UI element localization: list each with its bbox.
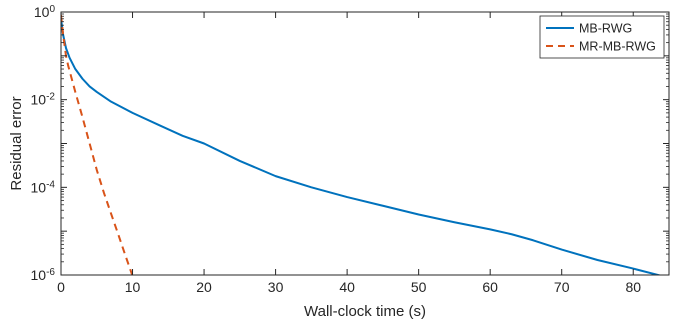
legend-label-1: MB-RWG — [579, 22, 632, 36]
x-tick-label: 80 — [625, 279, 641, 295]
legend: MB-RWG MR-MB-RWG — [539, 15, 665, 59]
x-tick-label: 50 — [411, 279, 427, 295]
x-tick-label: 30 — [268, 279, 284, 295]
y-tick-label: 100 — [34, 4, 56, 21]
legend-label-2: MR-MB-RWG — [579, 40, 656, 54]
x-tick-label: 20 — [196, 279, 212, 295]
x-tick-label: 10 — [125, 279, 141, 295]
x-tick-label: 0 — [57, 279, 65, 295]
y-axis-label: Residual error — [8, 96, 25, 190]
x-tick-label: 40 — [339, 279, 355, 295]
x-tick-label: 70 — [554, 279, 570, 295]
series-line-2 — [61, 14, 134, 275]
series-line-1 — [61, 18, 663, 275]
legend-box — [539, 15, 665, 59]
x-axis-label: Wall-clock time (s) — [304, 303, 426, 320]
axes: 0 10 20 30 40 50 60 70 80 100 10-2 10-4 10-6 — [31, 4, 670, 295]
y-tick-label: 10-6 — [31, 267, 56, 284]
x-tick-label: 60 — [482, 279, 498, 295]
y-tick-label: 10-2 — [31, 91, 56, 108]
y-tick-label: 10-4 — [31, 179, 56, 196]
